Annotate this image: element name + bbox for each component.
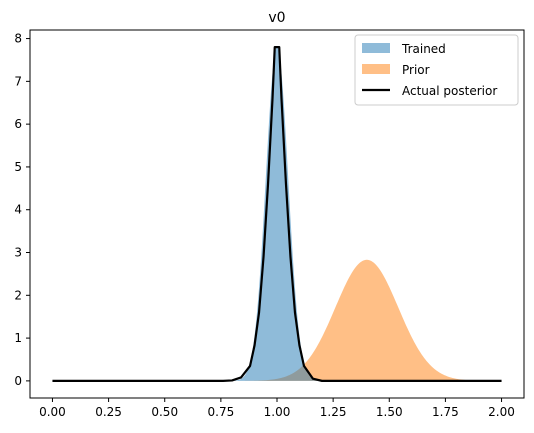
y-tick-label: 4 [14,203,22,217]
x-tick-label: 0.00 [39,405,66,419]
x-tick-label: 1.50 [376,405,403,419]
y-tick-label: 6 [14,117,22,131]
legend-label-actual-posterior: Actual posterior [402,84,497,98]
x-axis: 0.00 0.25 0.50 0.75 1.00 1.25 1.50 1.75 2.00 [39,398,515,419]
chart-title: v0 [268,10,285,26]
legend-swatch-prior [362,64,390,74]
y-tick-label: 2 [14,288,22,302]
y-axis: 0 1 2 3 4 5 6 7 8 [14,32,30,388]
x-tick-label: 1.25 [320,405,347,419]
plot-series [52,46,502,382]
area-trained [52,47,502,381]
y-tick-label: 7 [14,74,22,88]
x-tick-label: 0.75 [208,405,235,419]
legend-swatch-trained [362,43,390,53]
x-tick-label: 1.00 [264,405,291,419]
y-tick-label: 5 [14,160,22,174]
legend: Trained Prior Actual posterior [354,34,519,106]
y-tick-label: 1 [14,331,22,345]
legend-label-prior: Prior [402,63,430,77]
line-actual-posterior [52,46,502,382]
y-tick-label: 3 [14,246,22,260]
x-tick-label: 2.00 [488,405,515,419]
y-tick-label: 0 [14,374,22,388]
y-tick-label: 8 [14,32,22,46]
legend-box [354,34,519,106]
x-tick-label: 0.50 [151,405,178,419]
legend-label-trained: Trained [401,42,446,56]
x-tick-label: 1.75 [432,405,459,419]
x-tick-label: 0.25 [95,405,122,419]
area-prior [52,259,502,381]
